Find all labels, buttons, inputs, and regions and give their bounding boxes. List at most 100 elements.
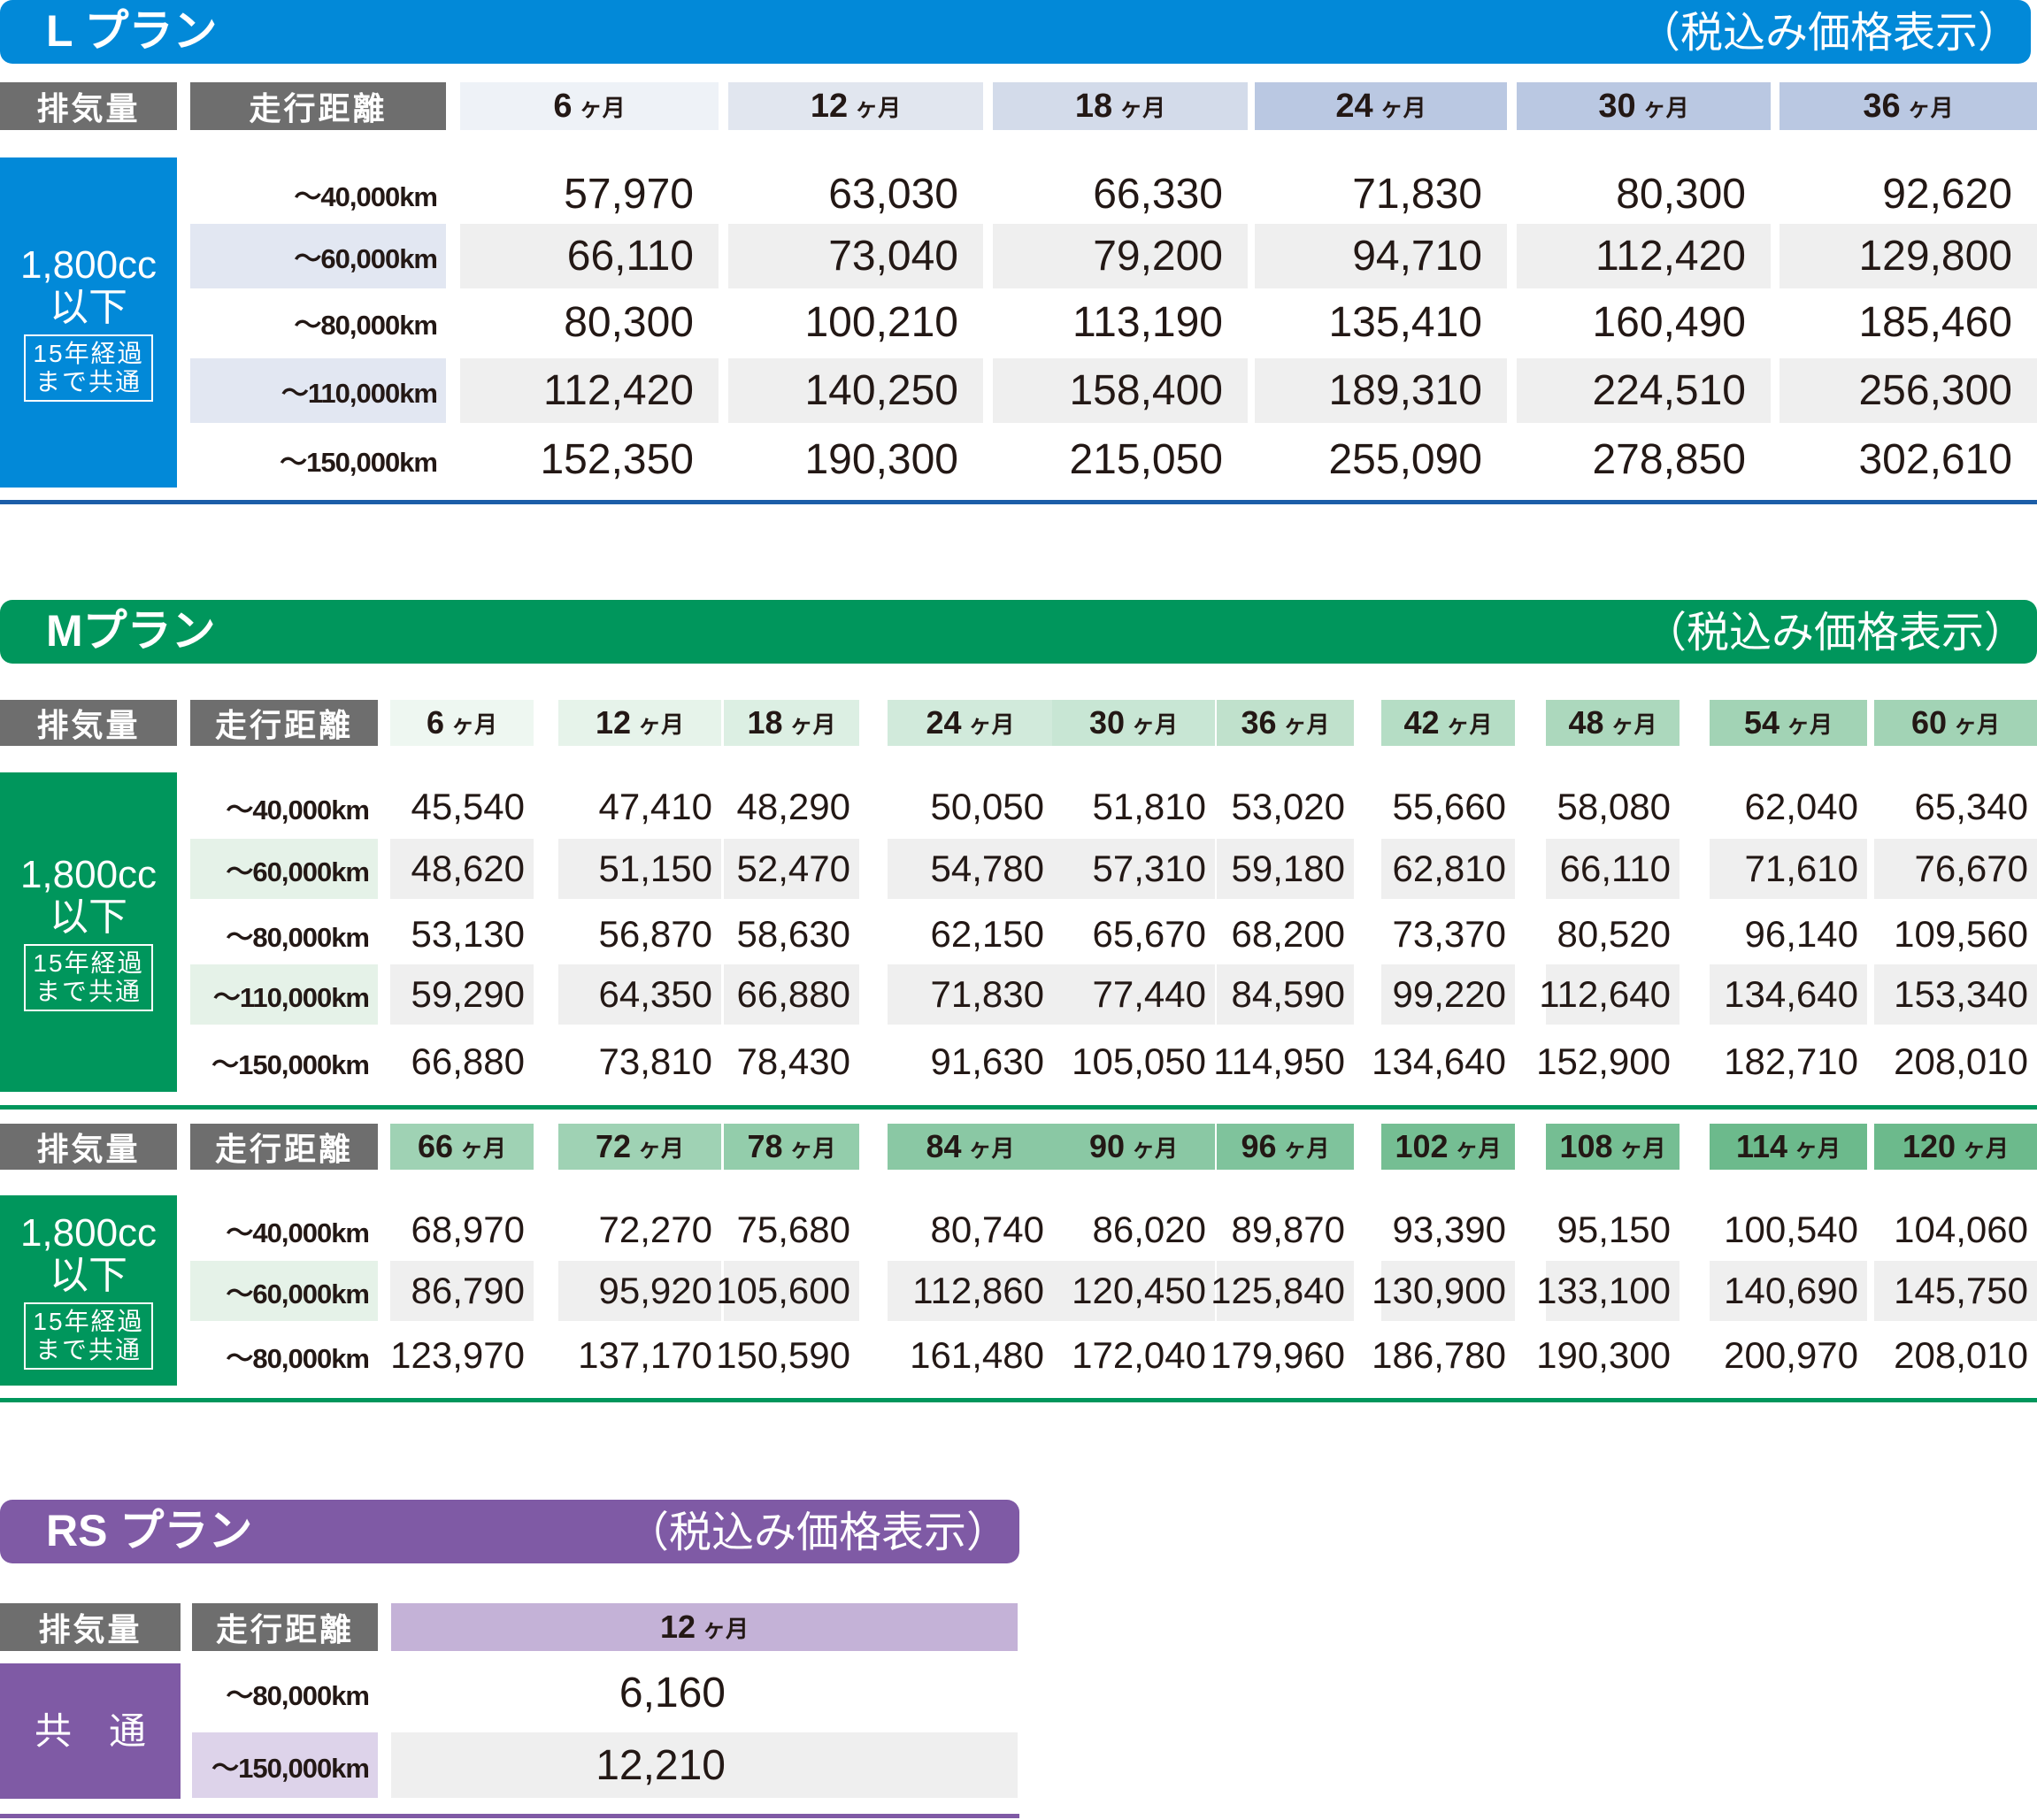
m1-header-displacement: 排気量 xyxy=(0,700,177,746)
price-cell: 145,750 xyxy=(1874,1261,2037,1321)
distance-label: ～80,000km xyxy=(226,1679,370,1711)
distance-label: ～150,000km xyxy=(211,1048,370,1080)
price-cell: 53,020 xyxy=(1231,786,1345,827)
distance-label: ～40,000km xyxy=(226,794,370,826)
month-unit: ヶ月 xyxy=(1963,1134,2010,1162)
month-header-42: 42 ヶ月 xyxy=(1381,700,1515,746)
price-cell: 86,790 xyxy=(390,1261,534,1321)
price-cell: 62,040 xyxy=(1744,786,1858,827)
month-unit: ヶ月 xyxy=(968,1134,1015,1162)
price-cell: 112,640 xyxy=(1539,964,1680,1025)
distance-label: ～80,000km xyxy=(226,921,370,953)
month-number: 66 xyxy=(417,1128,454,1164)
m2-vehicle-label: 1,800cc 以下 15年経過 まで共通 xyxy=(0,1195,177,1386)
month-number: 36 xyxy=(1241,704,1277,741)
price-cell: 208,010 xyxy=(1894,1041,2028,1082)
price-cell: 92,620 xyxy=(1882,171,2012,218)
price-cell: 66,880 xyxy=(411,1041,525,1082)
month-unit: ヶ月 xyxy=(451,710,498,738)
price-cell: 68,970 xyxy=(411,1209,525,1250)
month-unit: ヶ月 xyxy=(968,710,1015,738)
price-cell: 62,810 xyxy=(1381,839,1515,899)
month-header-90: 90 ヶ月 xyxy=(1052,1124,1215,1170)
displacement-qualifier: 以下 xyxy=(50,1253,127,1297)
month-number: 42 xyxy=(1403,704,1440,741)
month-number: 78 xyxy=(747,1128,783,1164)
month-unit: ヶ月 xyxy=(1132,1134,1179,1162)
month-unit: ヶ月 xyxy=(789,1134,836,1162)
month-header-6: 6 ヶ月 xyxy=(460,82,719,130)
distance-label: ～80,000km xyxy=(226,1342,370,1374)
price-cell: 160,490 xyxy=(1592,299,1746,346)
price-cell: 71,830 xyxy=(888,964,1053,1025)
price-cell: 112,860 xyxy=(888,1261,1053,1321)
price-cell: 185,460 xyxy=(1858,299,2012,346)
month-unit: ヶ月 xyxy=(1619,1134,1666,1162)
month-number: 114 xyxy=(1735,1128,1788,1164)
price-cell: 114,950 xyxy=(1213,1041,1345,1082)
l-vehicle-label: 1,800cc 以下 15年経過 まで共通 xyxy=(0,157,177,488)
m-plan-title: Mプラン xyxy=(46,606,216,656)
years-line-1: 15年経過 xyxy=(33,1307,144,1335)
m2-header-displacement: 排気量 xyxy=(0,1124,177,1170)
month-unit: ヶ月 xyxy=(855,94,902,121)
price-cell: 12,210 xyxy=(391,1732,1018,1798)
displacement-value: 1,800cc xyxy=(19,1210,158,1255)
price-cell: 200,970 xyxy=(1724,1334,1858,1376)
price-cell: 48,620 xyxy=(390,839,534,899)
price-cell: 93,390 xyxy=(1392,1209,1506,1250)
price-cell: 80,740 xyxy=(930,1209,1044,1250)
rs-plan-bottom-rule xyxy=(0,1814,1019,1818)
distance-label: ～60,000km xyxy=(190,224,446,288)
month-unit: ヶ月 xyxy=(703,1615,749,1642)
price-cell: 50,050 xyxy=(930,786,1044,827)
month-number: 12 xyxy=(659,1609,696,1645)
month-header-18: 18 ヶ月 xyxy=(993,82,1248,130)
price-cell: 135,410 xyxy=(1328,299,1482,346)
price-cell: 48,290 xyxy=(736,786,850,827)
price-cell: 53,130 xyxy=(411,913,525,955)
price-cell: 130,900 xyxy=(1372,1261,1515,1321)
month-header-30: 30 ヶ月 xyxy=(1517,82,1771,130)
price-cell: 100,210 xyxy=(804,299,958,346)
month-number: 30 xyxy=(1088,704,1126,741)
month-unit: ヶ月 xyxy=(1455,1134,1502,1162)
price-cell: 302,610 xyxy=(1858,436,2012,483)
price-cell: 68,200 xyxy=(1231,913,1345,955)
price-cell: 255,090 xyxy=(1328,436,1482,483)
years-line-2: まで共通 xyxy=(35,1335,142,1363)
month-number: 18 xyxy=(747,704,783,741)
price-cell: 75,680 xyxy=(736,1209,850,1250)
price-cell: 91,630 xyxy=(930,1041,1044,1082)
years-line-2: まで共通 xyxy=(35,977,142,1005)
m-plan-banner: Mプラン （税込み価格表示） xyxy=(0,600,2037,664)
price-cell: 51,810 xyxy=(1092,786,1206,827)
month-number: 18 xyxy=(1074,87,1113,125)
month-unit: ヶ月 xyxy=(1795,1134,1841,1162)
price-cell: 150,590 xyxy=(716,1334,850,1376)
years-badge: 15年経過 まで共通 xyxy=(24,334,153,402)
price-cell: 52,470 xyxy=(724,839,859,899)
price-cell: 57,970 xyxy=(564,171,694,218)
month-unit: ヶ月 xyxy=(1283,710,1330,738)
price-cell: 152,900 xyxy=(1536,1041,1671,1082)
common-label: 共 通 xyxy=(34,1709,146,1752)
price-cell: 125,840 xyxy=(1211,1261,1354,1321)
month-header-96: 96 ヶ月 xyxy=(1217,1124,1354,1170)
displacement-qualifier: 以下 xyxy=(50,895,127,939)
month-unit: ヶ月 xyxy=(1119,94,1166,121)
month-header-84: 84 ヶ月 xyxy=(888,1124,1053,1170)
month-unit: ヶ月 xyxy=(1642,94,1689,121)
price-cell: 51,150 xyxy=(558,839,721,899)
price-cell: 161,480 xyxy=(910,1334,1044,1376)
price-cell: 224,510 xyxy=(1517,358,1771,423)
price-cell: 140,250 xyxy=(728,358,983,423)
month-number: 12 xyxy=(810,87,849,125)
price-cell: 95,150 xyxy=(1557,1209,1671,1250)
rs-plan-title: RS プラン xyxy=(46,1506,253,1555)
l-plan-tax-note: （税込み価格表示） xyxy=(1637,10,2020,57)
month-number: 12 xyxy=(595,704,632,741)
month-unit: ヶ月 xyxy=(1907,94,1954,121)
price-cell: 129,800 xyxy=(1779,224,2037,288)
price-cell: 112,420 xyxy=(460,358,719,423)
